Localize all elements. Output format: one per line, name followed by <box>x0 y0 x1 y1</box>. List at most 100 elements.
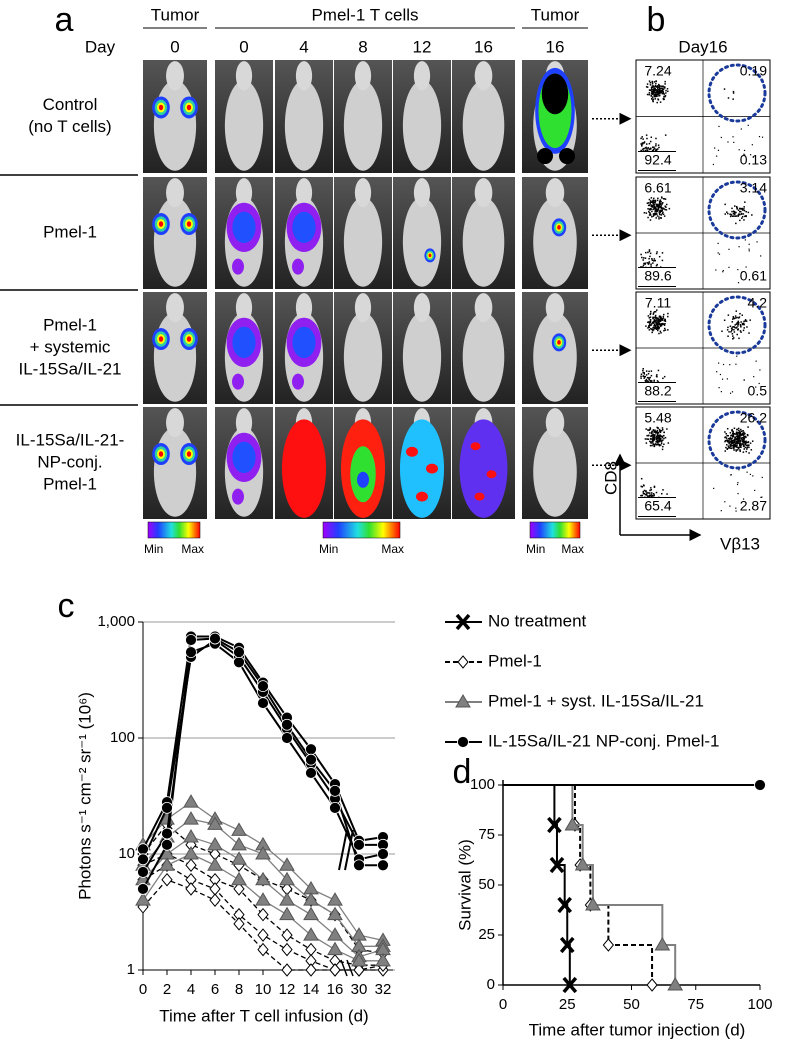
event <box>734 326 736 329</box>
event <box>745 320 748 322</box>
event <box>733 317 736 320</box>
signal <box>292 373 304 390</box>
event <box>658 216 660 218</box>
event <box>648 142 651 145</box>
event <box>732 436 734 438</box>
event <box>736 433 738 435</box>
mouse-head <box>235 408 253 438</box>
event <box>656 263 658 266</box>
event <box>651 91 654 94</box>
event <box>648 377 650 379</box>
event <box>735 449 737 451</box>
event <box>742 451 745 453</box>
signal <box>186 104 192 111</box>
event <box>657 318 659 321</box>
event <box>662 85 664 87</box>
event <box>654 443 657 445</box>
color-scale <box>529 521 581 539</box>
event <box>644 149 647 152</box>
event <box>726 378 728 380</box>
event <box>660 85 662 87</box>
marker-diamond <box>257 942 269 957</box>
event <box>648 93 650 96</box>
event <box>664 436 667 439</box>
event <box>649 432 651 434</box>
event <box>658 203 660 205</box>
event <box>661 203 663 205</box>
event <box>718 387 720 389</box>
marker-triangle <box>574 857 591 871</box>
event <box>651 201 654 204</box>
event <box>653 81 656 83</box>
event <box>642 138 644 140</box>
event <box>740 428 742 431</box>
event <box>653 214 655 216</box>
event <box>738 439 740 442</box>
event <box>648 317 651 319</box>
event <box>643 489 646 492</box>
event <box>731 391 734 393</box>
event <box>651 205 653 207</box>
axis-break <box>344 829 354 871</box>
event <box>650 86 653 89</box>
event <box>649 209 651 211</box>
event <box>653 311 656 313</box>
axis-break <box>346 959 354 977</box>
marker-circle <box>377 848 389 860</box>
event <box>656 86 658 89</box>
mouse-body <box>402 312 442 402</box>
signal <box>186 221 192 227</box>
event <box>740 331 742 333</box>
legend-label: No treatment <box>488 611 587 630</box>
event <box>654 149 657 151</box>
event <box>739 442 741 444</box>
event <box>648 257 650 260</box>
event <box>740 430 743 433</box>
event <box>661 88 664 91</box>
event <box>655 137 657 140</box>
event <box>659 315 661 318</box>
event <box>738 246 740 248</box>
event <box>652 92 654 95</box>
event <box>734 211 737 214</box>
event <box>745 210 747 213</box>
event <box>657 99 660 101</box>
event <box>647 202 650 204</box>
panel-title: Day16 <box>678 37 727 56</box>
event <box>737 446 739 449</box>
label-bg <box>638 152 678 170</box>
event <box>649 440 651 443</box>
marker-triangle <box>327 941 343 956</box>
event <box>659 91 662 94</box>
event <box>744 154 746 156</box>
event <box>648 204 651 207</box>
event <box>742 498 745 500</box>
event <box>740 437 742 439</box>
event <box>664 87 666 89</box>
event <box>654 429 656 432</box>
series-line <box>142 853 383 966</box>
marker-diamond <box>281 928 293 942</box>
mouse-head <box>474 178 493 208</box>
event <box>652 317 654 320</box>
event <box>651 90 653 92</box>
event <box>657 144 660 146</box>
event <box>658 428 661 431</box>
event <box>655 208 658 211</box>
event <box>654 88 656 90</box>
marker-circle <box>257 697 269 709</box>
quadrant-value: 0.19 <box>740 63 767 79</box>
event <box>733 439 735 442</box>
x-tick-label: 50 <box>623 996 640 1013</box>
event <box>641 136 643 138</box>
event <box>654 325 657 327</box>
event <box>641 486 644 488</box>
event <box>722 363 725 366</box>
event <box>741 271 743 274</box>
event <box>740 442 742 445</box>
event <box>743 209 746 212</box>
event <box>659 213 661 216</box>
event <box>650 89 652 91</box>
event <box>745 266 747 268</box>
event <box>742 445 745 447</box>
